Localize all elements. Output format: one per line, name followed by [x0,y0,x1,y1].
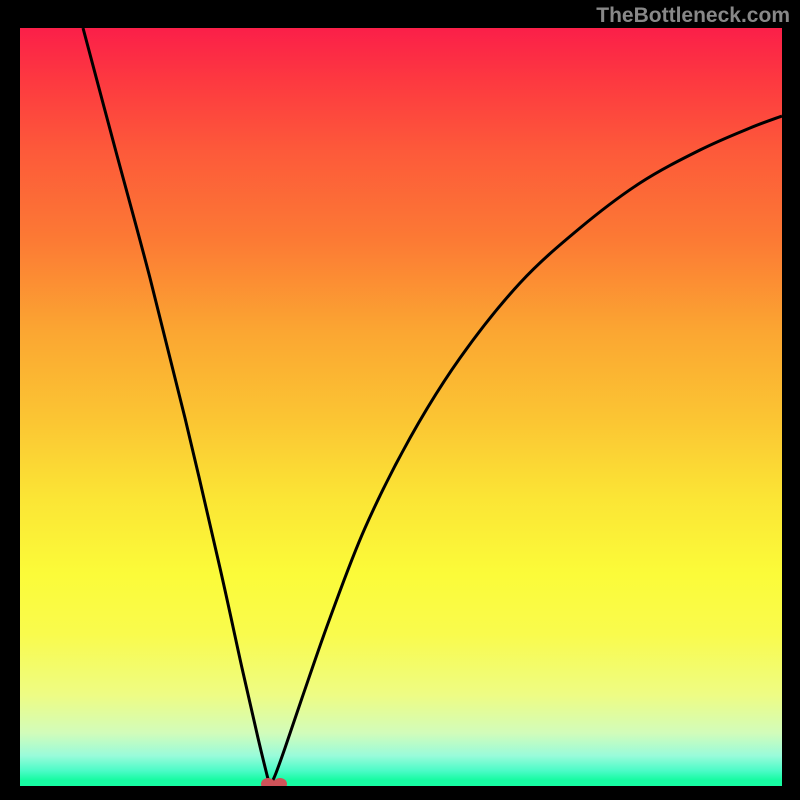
minimum-marker-1 [273,778,287,786]
plot-area [20,28,782,786]
curve-left-branch [83,28,270,784]
chart-container: { "watermark": { "text": "TheBottleneck.… [0,0,800,800]
watermark-text: TheBottleneck.com [596,4,790,28]
bottleneck-curve [20,28,782,786]
curve-right-branch [270,116,782,784]
